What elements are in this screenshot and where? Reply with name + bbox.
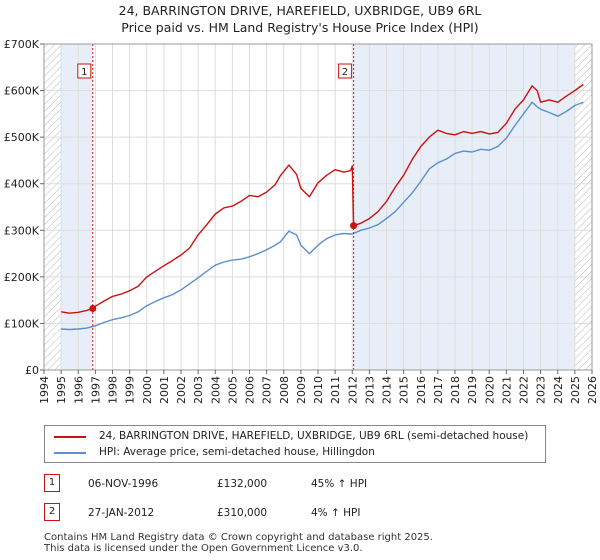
property-series-line — [60, 83, 584, 314]
x-tick-label: 2023 — [535, 376, 548, 404]
sale-marker-label: 2 — [342, 67, 348, 78]
transaction-price: £132,000 — [217, 478, 268, 490]
x-tick-label: 1998 — [107, 376, 120, 404]
x-tick-label: 2010 — [312, 376, 325, 404]
chart-title-block: 24, BARRINGTON DRIVE, HAREFIELD, UXBRIDG… — [0, 2, 600, 36]
sale-marker-box — [338, 63, 353, 79]
x-tick-label: 2006 — [244, 376, 257, 404]
chart-subtitle: Price paid vs. HM Land Registry's House … — [121, 20, 479, 35]
x-tick-label: 2011 — [329, 376, 342, 404]
hpi-series-line — [61, 101, 584, 331]
y-tick-label: £0 — [25, 364, 39, 377]
y-tick-label: £100K — [4, 317, 40, 330]
footer-license: This data is licensed under the Open Gov… — [44, 543, 363, 554]
legend-label-property: 24, BARRINGTON DRIVE, HAREFIELD, UXBRIDG… — [99, 430, 529, 442]
footer-copyright: Contains HM Land Registry data © Crown c… — [44, 532, 433, 543]
x-tick-label: 1994 — [38, 376, 51, 404]
x-tick-label: 2009 — [295, 376, 308, 404]
x-tick-label: 2019 — [466, 376, 479, 404]
shaded-period — [353, 44, 575, 370]
hatched-period — [44, 44, 62, 370]
x-tick-label: 2005 — [226, 376, 239, 404]
x-tick-label: 2013 — [363, 376, 376, 404]
x-tick-label: 2022 — [518, 376, 531, 404]
transaction-marker: 1 — [44, 474, 60, 492]
x-tick-label: 2015 — [398, 376, 411, 404]
transaction-date: 06-NOV-1996 — [88, 478, 159, 490]
x-tick-label: 2016 — [415, 376, 428, 404]
sale-marker-box — [77, 63, 92, 79]
x-tick-label: 1996 — [72, 376, 85, 404]
y-tick-label: £700K — [4, 38, 40, 51]
x-tick-label: 1995 — [55, 376, 68, 404]
x-tick-label: 2024 — [552, 376, 565, 404]
footer-note: Contains HM Land Registry data © Crown c… — [44, 532, 433, 554]
transaction-date: 27-JAN-2012 — [88, 507, 155, 519]
x-tick-label: 2000 — [141, 376, 154, 404]
price-chart: 1 2 £0 £100K £200K £300K £400K £500K £600K £700K… — [4, 38, 599, 404]
shaded-period — [61, 44, 93, 370]
x-tick-label: 2012 — [346, 376, 359, 404]
x-tick-label: 1999 — [124, 376, 137, 404]
x-tick-label: 2001 — [158, 376, 171, 404]
y-tick-label: £200K — [4, 271, 40, 284]
y-tick-label: £600K — [4, 85, 40, 98]
x-tick-label: 2003 — [192, 376, 205, 404]
x-tick-label: 2021 — [500, 376, 513, 404]
legend-swatch-hpi — [54, 452, 86, 454]
x-tick-label: 2002 — [175, 376, 188, 404]
x-tick-label: 2004 — [209, 376, 222, 404]
x-tick-label: 2018 — [449, 376, 462, 404]
sale-point — [350, 222, 358, 230]
chart-legend: 24, BARRINGTON DRIVE, HAREFIELD, UXBRIDG… — [44, 425, 546, 463]
x-tick-label: 2014 — [381, 376, 394, 404]
x-tick-label: 2020 — [483, 376, 496, 404]
x-tick-label: 2008 — [278, 376, 291, 404]
x-tick-label: 2025 — [569, 376, 582, 404]
y-tick-label: £300K — [4, 224, 40, 237]
x-tick-label: 2017 — [432, 376, 445, 404]
transaction-hpi-change: 45% ↑ HPI — [311, 478, 368, 490]
x-tick-label: 1997 — [89, 376, 102, 404]
x-tick-label: 2007 — [261, 376, 274, 404]
transaction-price: £310,000 — [217, 507, 268, 519]
sale-point — [89, 305, 97, 313]
legend-swatch-property — [54, 436, 86, 438]
transaction-marker: 2 — [44, 503, 60, 521]
chart-title: 24, BARRINGTON DRIVE, HAREFIELD, UXBRIDG… — [118, 3, 482, 18]
y-tick-label: £400K — [4, 178, 40, 191]
x-tick-label: 2026 — [586, 376, 599, 404]
y-tick-label: £500K — [4, 131, 40, 144]
transaction-hpi-change: 4% ↑ HPI — [311, 507, 361, 519]
legend-label-hpi: HPI: Average price, semi-detached house,… — [99, 446, 375, 458]
hatched-period — [574, 44, 592, 370]
sale-marker-label: 1 — [81, 67, 87, 78]
